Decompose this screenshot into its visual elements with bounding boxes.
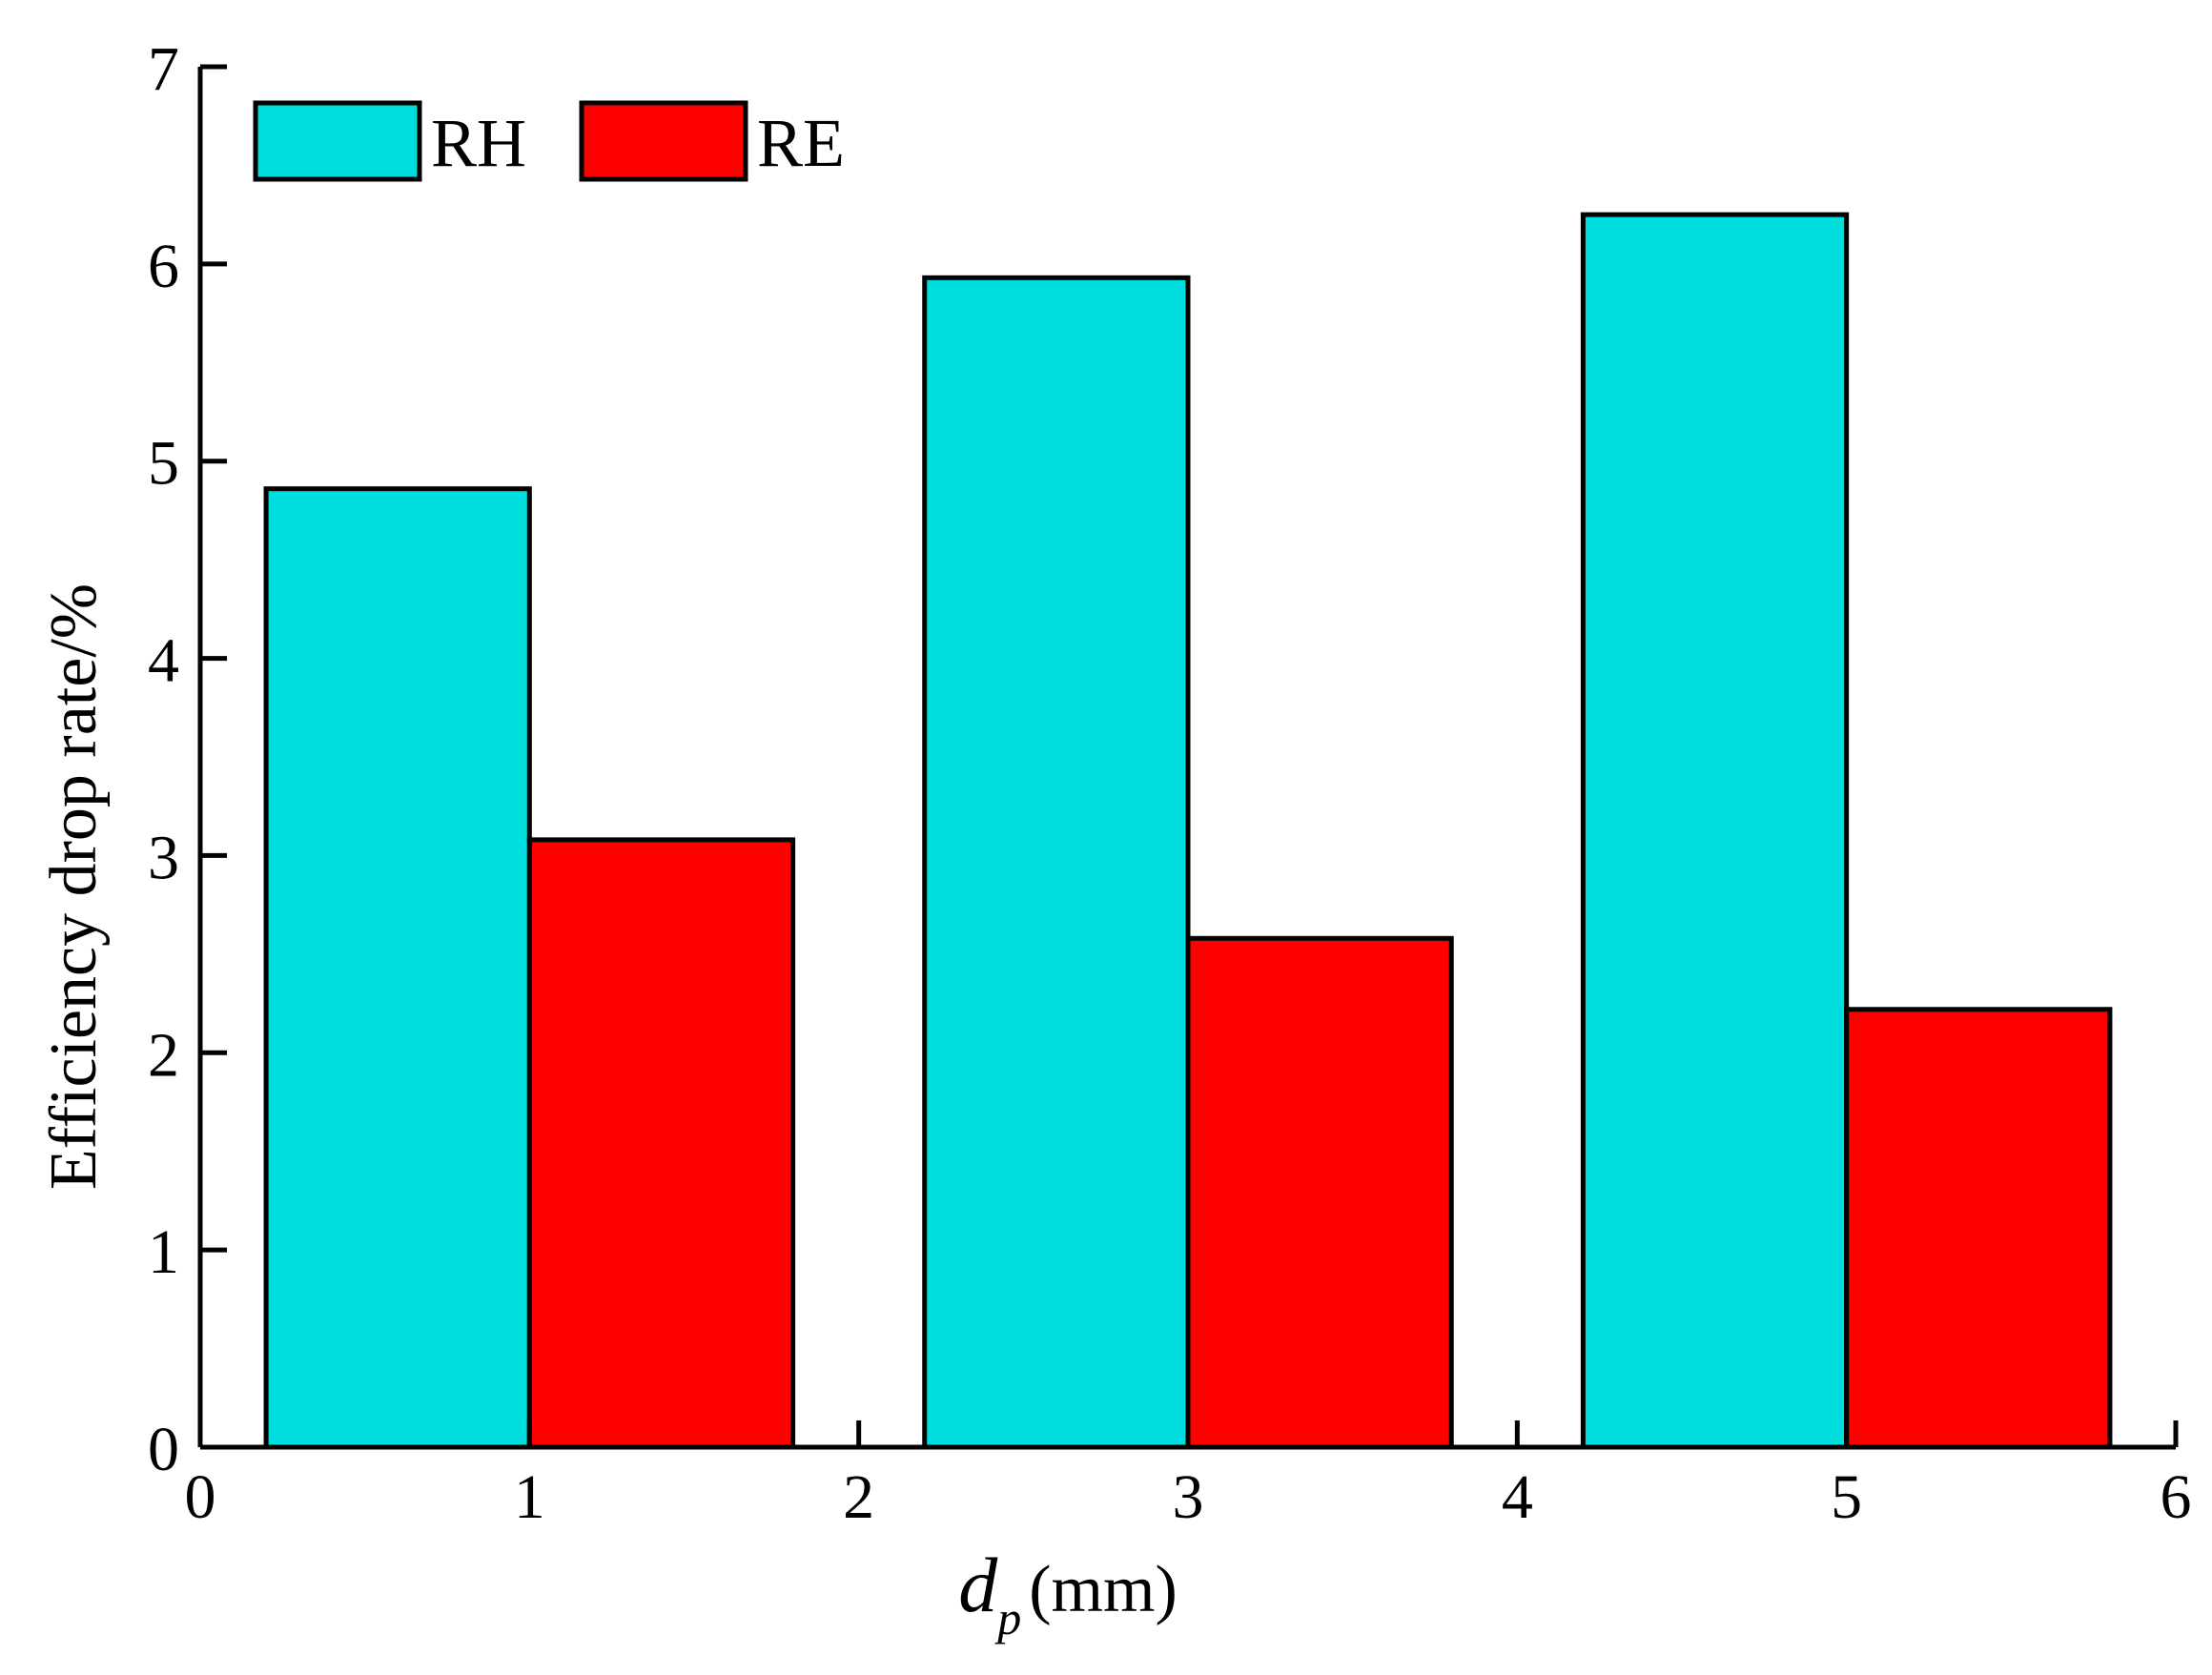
- bar-re-1: [526, 837, 796, 1450]
- bars-layer: [263, 212, 2113, 1450]
- x-tick-label-0: 0: [185, 1462, 216, 1532]
- y-tick-label-6: 6: [148, 232, 179, 301]
- x-axis-title-subscript: p: [994, 1591, 1021, 1644]
- bar-re-3: [1844, 1007, 2113, 1450]
- x-axis-title-unit: (mm): [1029, 1553, 1178, 1626]
- x-axis-title: dp (mm): [958, 1542, 1178, 1644]
- bar-rh-3: [1580, 212, 1850, 1450]
- legend-swatch-rh: [253, 100, 422, 182]
- bar-re-2: [1185, 935, 1454, 1450]
- x-axis-title-symbol: d: [958, 1542, 998, 1628]
- legend-label-re: RE: [757, 105, 845, 181]
- y-tick-label-0: 0: [148, 1415, 179, 1484]
- bar-rh-2: [922, 275, 1191, 1450]
- legend-swatch-re: [579, 100, 748, 182]
- legend-label-rh: RH: [431, 105, 526, 181]
- y-tick-label-2: 2: [148, 1020, 179, 1090]
- y-tick-label-5: 5: [148, 429, 179, 499]
- x-tick-label-1: 1: [514, 1462, 545, 1532]
- legend: RH RE: [253, 100, 845, 182]
- x-tick-label-5: 5: [1831, 1462, 1862, 1532]
- y-tick-label-3: 3: [148, 823, 179, 892]
- y-tick-label-4: 4: [148, 626, 179, 696]
- bar-rh-1: [263, 486, 532, 1450]
- y-axis-title: Efficiency drop rate/%: [37, 583, 111, 1190]
- y-tick-label-7: 7: [148, 34, 179, 104]
- x-tick-label-2: 2: [843, 1462, 874, 1532]
- x-tick-label-6: 6: [2161, 1462, 2192, 1532]
- x-tick-label-3: 3: [1173, 1462, 1204, 1532]
- axes-layer: 0 1 2 3 4 5 6 7 0 1 2 3 4 5 6: [148, 34, 2192, 1532]
- x-tick-label-4: 4: [1502, 1462, 1533, 1532]
- y-tick-label-1: 1: [148, 1217, 179, 1287]
